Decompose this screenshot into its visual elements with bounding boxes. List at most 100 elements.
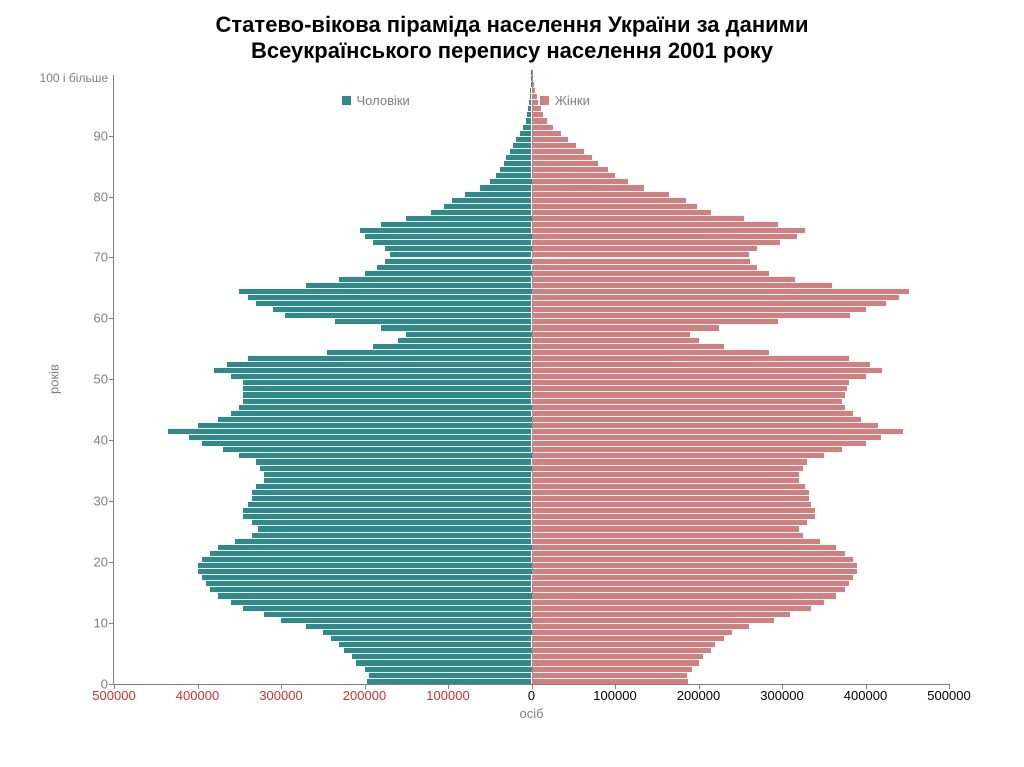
male-bar [252, 520, 532, 525]
female-bar [532, 435, 881, 440]
female-bar [532, 533, 803, 538]
male-bar [168, 429, 531, 434]
male-bar [339, 277, 531, 282]
male-bar [243, 508, 531, 513]
female-bar [532, 179, 628, 184]
age-row [114, 179, 949, 184]
x-tick-label: 400000 [176, 688, 219, 703]
age-row [114, 173, 949, 178]
female-bar [532, 423, 879, 428]
female-bar [532, 192, 670, 197]
female-bar [532, 204, 697, 209]
female-bar [532, 417, 862, 422]
age-row [114, 508, 949, 513]
age-row [114, 167, 949, 172]
female-bar [532, 563, 858, 568]
y-tick-mark [109, 562, 114, 563]
male-bar [243, 380, 531, 385]
female-bar [532, 654, 703, 659]
male-bar [306, 283, 531, 288]
age-row [114, 161, 949, 166]
age-row [114, 131, 949, 136]
legend-female: Жінки [540, 93, 590, 108]
age-row [114, 526, 949, 531]
female-bar [532, 259, 751, 264]
age-row [114, 636, 949, 641]
age-row [114, 185, 949, 190]
female-bar [532, 679, 689, 684]
male-bar [198, 563, 532, 568]
female-bar [532, 210, 712, 215]
female-bar [532, 161, 599, 166]
female-bar [532, 362, 870, 367]
female-bar [532, 466, 803, 471]
age-row [114, 466, 949, 471]
male-bar [506, 155, 531, 160]
male-bar [231, 374, 532, 379]
female-bar [532, 319, 778, 324]
female-bar [532, 472, 799, 477]
age-row [114, 496, 949, 501]
female-bar [532, 508, 816, 513]
female-bar [532, 612, 791, 617]
age-row [114, 478, 949, 483]
female-bar [532, 551, 845, 556]
age-row [114, 654, 949, 659]
male-bar [510, 149, 532, 154]
chart-title: Статево-вікова піраміда населення Україн… [0, 12, 1024, 65]
y-tick-mark [109, 379, 114, 380]
age-row [114, 204, 949, 209]
male-bar [243, 399, 531, 404]
y-tick-label: 0 [101, 676, 108, 691]
female-bar [532, 350, 770, 355]
female-bar [532, 155, 592, 160]
male-bar [369, 673, 532, 678]
y-axis-top-label: 100 і більше [40, 71, 108, 85]
female-bar [532, 240, 781, 245]
male-bar [323, 630, 532, 635]
female-bar [532, 301, 887, 306]
female-bar [532, 277, 795, 282]
age-row [114, 630, 949, 635]
female-bar [532, 283, 833, 288]
legend-male: Чоловіки [342, 93, 410, 108]
female-bar [532, 405, 845, 410]
age-row [114, 192, 949, 197]
age-row [114, 277, 949, 282]
bars-container [114, 75, 949, 684]
male-bar [202, 441, 532, 446]
age-row [114, 368, 949, 373]
age-row [114, 405, 949, 410]
age-row [114, 593, 949, 598]
female-bar [532, 569, 858, 574]
male-bar [452, 198, 531, 203]
age-row [114, 259, 949, 264]
male-bar [231, 411, 532, 416]
male-bar [520, 131, 532, 136]
y-tick-mark [109, 684, 114, 685]
male-bar [390, 252, 532, 257]
male-bar [214, 368, 531, 373]
male-bar [243, 514, 531, 519]
male-bar [264, 472, 531, 477]
y-tick-label: 30 [94, 494, 108, 509]
male-bar [373, 344, 532, 349]
female-bar [532, 429, 904, 434]
male-bar [231, 600, 532, 605]
female-bar [532, 399, 843, 404]
female-bar [532, 386, 848, 391]
age-row [114, 618, 949, 623]
age-row [114, 429, 949, 434]
age-row [114, 673, 949, 678]
y-tick-label: 50 [94, 372, 108, 387]
male-bar [406, 216, 531, 221]
age-row [114, 539, 949, 544]
female-bar [532, 216, 745, 221]
age-row [114, 459, 949, 464]
male-bar [210, 551, 531, 556]
male-bar [523, 125, 531, 130]
age-row [114, 441, 949, 446]
male-bar [218, 417, 531, 422]
age-row [114, 587, 949, 592]
age-row [114, 514, 949, 519]
